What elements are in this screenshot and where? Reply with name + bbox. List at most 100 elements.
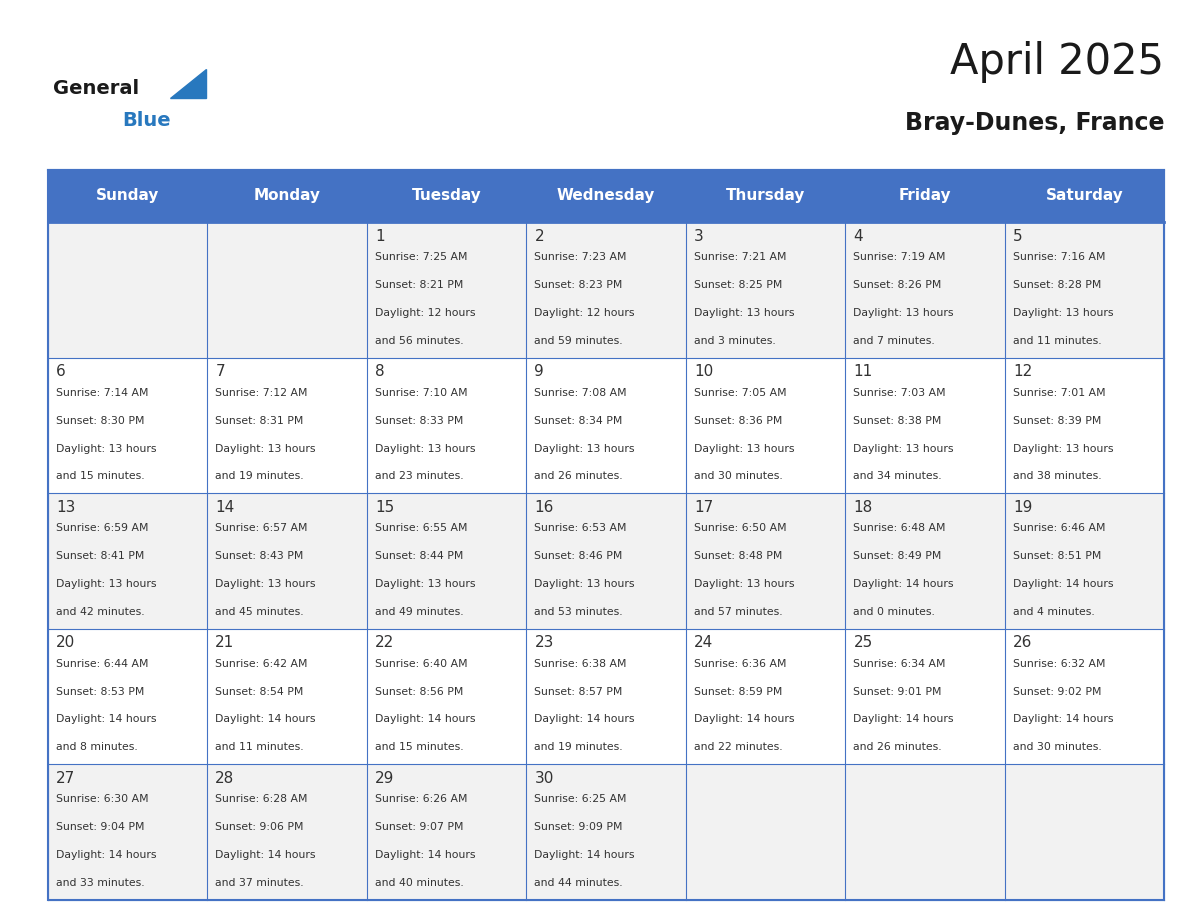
Text: Sunrise: 6:36 AM: Sunrise: 6:36 AM: [694, 659, 786, 669]
Text: Sunset: 8:48 PM: Sunset: 8:48 PM: [694, 551, 783, 561]
Text: 2: 2: [535, 229, 544, 243]
Text: Daylight: 14 hours: Daylight: 14 hours: [853, 579, 954, 589]
Text: 16: 16: [535, 499, 554, 515]
Text: Sunset: 8:44 PM: Sunset: 8:44 PM: [375, 551, 463, 561]
Text: Daylight: 14 hours: Daylight: 14 hours: [56, 850, 157, 860]
Text: Daylight: 13 hours: Daylight: 13 hours: [375, 579, 475, 589]
Text: Daylight: 14 hours: Daylight: 14 hours: [535, 714, 634, 724]
Text: Daylight: 14 hours: Daylight: 14 hours: [853, 714, 954, 724]
Text: and 57 minutes.: and 57 minutes.: [694, 607, 783, 617]
Text: Sunrise: 6:28 AM: Sunrise: 6:28 AM: [215, 794, 308, 804]
Text: Sunrise: 7:01 AM: Sunrise: 7:01 AM: [1013, 388, 1106, 397]
Text: Sunrise: 7:08 AM: Sunrise: 7:08 AM: [535, 388, 627, 397]
Text: Sunrise: 7:16 AM: Sunrise: 7:16 AM: [1013, 252, 1106, 263]
Text: Sunrise: 6:32 AM: Sunrise: 6:32 AM: [1013, 659, 1106, 669]
Polygon shape: [170, 69, 206, 98]
Bar: [48, 170, 1164, 900]
Text: Bray-Dunes, France: Bray-Dunes, France: [905, 111, 1164, 135]
Bar: [48, 493, 1164, 629]
Text: Sunset: 8:36 PM: Sunset: 8:36 PM: [694, 416, 783, 426]
Text: Daylight: 13 hours: Daylight: 13 hours: [694, 579, 795, 589]
Text: Sunset: 8:43 PM: Sunset: 8:43 PM: [215, 551, 304, 561]
Text: 28: 28: [215, 770, 234, 786]
Text: and 19 minutes.: and 19 minutes.: [215, 471, 304, 481]
Text: 12: 12: [1013, 364, 1032, 379]
Text: and 3 minutes.: and 3 minutes.: [694, 336, 776, 346]
Text: Daylight: 13 hours: Daylight: 13 hours: [694, 308, 795, 318]
Text: Daylight: 13 hours: Daylight: 13 hours: [853, 443, 954, 453]
Text: Daylight: 13 hours: Daylight: 13 hours: [375, 443, 475, 453]
Text: 17: 17: [694, 499, 713, 515]
Text: 21: 21: [215, 635, 234, 650]
Text: Sunset: 8:38 PM: Sunset: 8:38 PM: [853, 416, 942, 426]
Text: and 26 minutes.: and 26 minutes.: [853, 743, 942, 752]
Text: Sunrise: 6:46 AM: Sunrise: 6:46 AM: [1013, 523, 1106, 533]
Text: Sunset: 8:23 PM: Sunset: 8:23 PM: [535, 280, 623, 290]
Text: and 37 minutes.: and 37 minutes.: [215, 878, 304, 888]
Text: and 19 minutes.: and 19 minutes.: [535, 743, 623, 752]
Text: and 56 minutes.: and 56 minutes.: [375, 336, 463, 346]
Text: Daylight: 13 hours: Daylight: 13 hours: [694, 443, 795, 453]
Text: 23: 23: [535, 635, 554, 650]
Text: April 2025: April 2025: [950, 40, 1164, 83]
Text: 30: 30: [535, 770, 554, 786]
Text: Sunrise: 7:10 AM: Sunrise: 7:10 AM: [375, 388, 468, 397]
Text: Monday: Monday: [253, 188, 321, 204]
Text: Sunset: 8:39 PM: Sunset: 8:39 PM: [1013, 416, 1101, 426]
Text: Friday: Friday: [898, 188, 952, 204]
Text: and 42 minutes.: and 42 minutes.: [56, 607, 145, 617]
Text: Daylight: 13 hours: Daylight: 13 hours: [535, 579, 634, 589]
Text: 25: 25: [853, 635, 873, 650]
Text: and 11 minutes.: and 11 minutes.: [1013, 336, 1101, 346]
Text: 1: 1: [375, 229, 385, 243]
Text: Sunset: 8:41 PM: Sunset: 8:41 PM: [56, 551, 144, 561]
Text: Daylight: 14 hours: Daylight: 14 hours: [694, 714, 795, 724]
Text: Sunset: 9:07 PM: Sunset: 9:07 PM: [375, 823, 463, 833]
Text: and 40 minutes.: and 40 minutes.: [375, 878, 463, 888]
Text: and 59 minutes.: and 59 minutes.: [535, 336, 623, 346]
Text: and 30 minutes.: and 30 minutes.: [694, 471, 783, 481]
Text: Sunrise: 6:38 AM: Sunrise: 6:38 AM: [535, 659, 627, 669]
Text: 10: 10: [694, 364, 713, 379]
Text: Sunrise: 7:25 AM: Sunrise: 7:25 AM: [375, 252, 467, 263]
Text: Sunrise: 6:44 AM: Sunrise: 6:44 AM: [56, 659, 148, 669]
Text: Sunrise: 6:50 AM: Sunrise: 6:50 AM: [694, 523, 786, 533]
Text: Sunday: Sunday: [95, 188, 159, 204]
Text: Sunset: 8:51 PM: Sunset: 8:51 PM: [1013, 551, 1101, 561]
Text: Sunrise: 6:57 AM: Sunrise: 6:57 AM: [215, 523, 308, 533]
Text: Sunset: 8:46 PM: Sunset: 8:46 PM: [535, 551, 623, 561]
Text: 8: 8: [375, 364, 385, 379]
Text: 20: 20: [56, 635, 75, 650]
Text: 19: 19: [1013, 499, 1032, 515]
Text: Daylight: 13 hours: Daylight: 13 hours: [853, 308, 954, 318]
Text: and 44 minutes.: and 44 minutes.: [535, 878, 623, 888]
Text: Sunrise: 6:34 AM: Sunrise: 6:34 AM: [853, 659, 946, 669]
Text: and 0 minutes.: and 0 minutes.: [853, 607, 935, 617]
Text: 29: 29: [375, 770, 394, 786]
Text: and 11 minutes.: and 11 minutes.: [215, 743, 304, 752]
Text: Daylight: 14 hours: Daylight: 14 hours: [215, 850, 316, 860]
Text: and 53 minutes.: and 53 minutes.: [535, 607, 623, 617]
Text: and 22 minutes.: and 22 minutes.: [694, 743, 783, 752]
Text: 15: 15: [375, 499, 394, 515]
Text: Daylight: 13 hours: Daylight: 13 hours: [56, 579, 157, 589]
Text: and 8 minutes.: and 8 minutes.: [56, 743, 138, 752]
Text: and 15 minutes.: and 15 minutes.: [56, 471, 145, 481]
Text: 22: 22: [375, 635, 394, 650]
Text: Sunrise: 6:53 AM: Sunrise: 6:53 AM: [535, 523, 627, 533]
Text: Sunrise: 6:42 AM: Sunrise: 6:42 AM: [215, 659, 308, 669]
Text: Sunrise: 7:14 AM: Sunrise: 7:14 AM: [56, 388, 148, 397]
Text: and 26 minutes.: and 26 minutes.: [535, 471, 623, 481]
Text: Daylight: 14 hours: Daylight: 14 hours: [56, 714, 157, 724]
Text: and 49 minutes.: and 49 minutes.: [375, 607, 463, 617]
Text: 26: 26: [1013, 635, 1032, 650]
Text: Sunset: 8:56 PM: Sunset: 8:56 PM: [375, 687, 463, 697]
Text: Sunset: 8:49 PM: Sunset: 8:49 PM: [853, 551, 942, 561]
Text: 24: 24: [694, 635, 713, 650]
Text: Saturday: Saturday: [1045, 188, 1124, 204]
Text: and 33 minutes.: and 33 minutes.: [56, 878, 145, 888]
Text: Wednesday: Wednesday: [557, 188, 655, 204]
Bar: [48, 358, 1164, 493]
Text: 3: 3: [694, 229, 703, 243]
Text: 14: 14: [215, 499, 234, 515]
